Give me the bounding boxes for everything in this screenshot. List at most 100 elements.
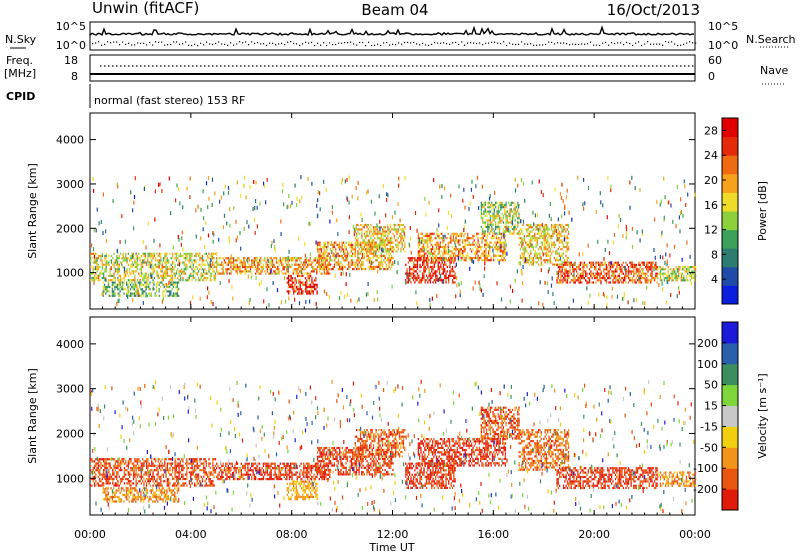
echo-cell xyxy=(376,228,377,230)
echo-cell xyxy=(137,279,138,281)
echo-cell xyxy=(640,238,641,242)
echo-cell xyxy=(650,275,651,277)
colorbar-segment xyxy=(722,192,738,211)
echo-cell xyxy=(627,264,628,266)
echo-cell xyxy=(552,264,553,266)
echo-cell xyxy=(571,279,572,281)
echo-cell xyxy=(519,261,520,263)
echo-cell xyxy=(465,246,466,248)
echo-cell xyxy=(338,261,339,263)
echo-cell xyxy=(615,279,616,281)
echo-cell xyxy=(564,226,565,228)
echo-cell xyxy=(429,201,430,205)
echo-cell xyxy=(382,228,383,230)
echo-cell xyxy=(545,261,546,263)
echo-cell xyxy=(694,275,695,277)
echo-cell xyxy=(399,242,400,244)
echo-cell xyxy=(368,246,369,248)
echo-cell xyxy=(131,295,132,297)
echo-cell xyxy=(509,211,510,213)
echo-cell xyxy=(288,290,289,292)
echo-cell xyxy=(467,237,468,239)
echo-cell xyxy=(293,286,294,288)
echo-cell xyxy=(113,264,114,266)
echo-cell xyxy=(484,250,485,252)
echo-cell xyxy=(123,266,124,268)
echo-cell xyxy=(472,248,473,250)
echo-cell xyxy=(103,282,104,284)
echo-cell xyxy=(489,226,490,228)
echo-cell xyxy=(404,242,405,244)
echo-cell xyxy=(255,181,256,185)
echo-cell xyxy=(547,244,548,246)
echo-cell xyxy=(517,224,518,226)
echo-cell xyxy=(615,275,616,277)
echo-cell xyxy=(447,270,448,272)
echo-cell xyxy=(541,233,542,235)
echo-cell xyxy=(404,226,405,228)
echo-cell xyxy=(476,250,477,252)
echo-cell xyxy=(130,288,131,290)
echo-cell xyxy=(236,270,237,272)
echo-cell xyxy=(656,200,657,204)
echo-cell xyxy=(334,257,335,259)
echo-cell xyxy=(320,248,321,250)
echo-cell xyxy=(448,249,449,253)
echo-cell xyxy=(191,255,192,257)
echo-cell xyxy=(156,290,157,292)
echo-cell xyxy=(103,288,104,290)
echo-cell xyxy=(517,202,518,204)
echo-cell xyxy=(280,257,281,259)
freq-label-line2: [MHz] xyxy=(4,67,36,80)
echo-cell xyxy=(127,290,128,294)
echo-cell xyxy=(143,240,144,244)
echo-cell xyxy=(136,266,137,268)
echo-cell xyxy=(254,206,255,210)
echo-cell xyxy=(680,211,681,215)
echo-cell xyxy=(177,253,178,255)
echo-cell xyxy=(432,248,433,250)
noise-search-dot xyxy=(470,42,471,43)
echo-cell xyxy=(487,228,488,230)
echo-cell xyxy=(575,268,576,270)
echo-cell xyxy=(632,281,633,283)
echo-cell xyxy=(560,224,561,226)
echo-cell xyxy=(370,253,371,255)
echo-cell xyxy=(115,277,116,279)
echo-cell xyxy=(611,270,612,272)
echo-cell xyxy=(379,244,380,246)
echo-cell xyxy=(394,235,395,237)
echo-cell xyxy=(301,282,302,284)
echo-cell xyxy=(385,261,386,263)
echo-cell xyxy=(361,224,362,226)
echo-cell xyxy=(588,281,589,283)
echo-cell xyxy=(460,293,461,297)
echo-cell xyxy=(632,270,633,272)
echo-cell xyxy=(309,279,310,281)
echo-cell xyxy=(343,250,344,252)
echo-cell xyxy=(207,255,208,257)
echo-cell xyxy=(118,288,119,290)
echo-cell xyxy=(435,279,436,281)
echo-cell xyxy=(117,286,118,288)
echo-cell xyxy=(160,282,161,284)
echo-cell xyxy=(398,184,399,188)
echo-cell xyxy=(414,277,415,279)
echo-cell xyxy=(148,274,149,278)
echo-cell xyxy=(168,268,169,270)
echo-cell xyxy=(567,224,568,226)
echo-cell xyxy=(674,245,675,249)
echo-cell xyxy=(422,237,423,239)
echo-cell xyxy=(416,301,417,305)
echo-cell xyxy=(306,282,307,284)
echo-cell xyxy=(513,226,514,228)
echo-cell xyxy=(481,215,482,217)
echo-cell xyxy=(355,248,356,250)
echo-cell xyxy=(599,268,600,270)
echo-cell xyxy=(515,213,516,215)
echo-cell xyxy=(565,231,566,233)
echo-cell xyxy=(388,248,389,250)
echo-cell xyxy=(313,286,314,288)
echo-cell xyxy=(491,242,492,244)
echo-cell xyxy=(402,224,403,226)
